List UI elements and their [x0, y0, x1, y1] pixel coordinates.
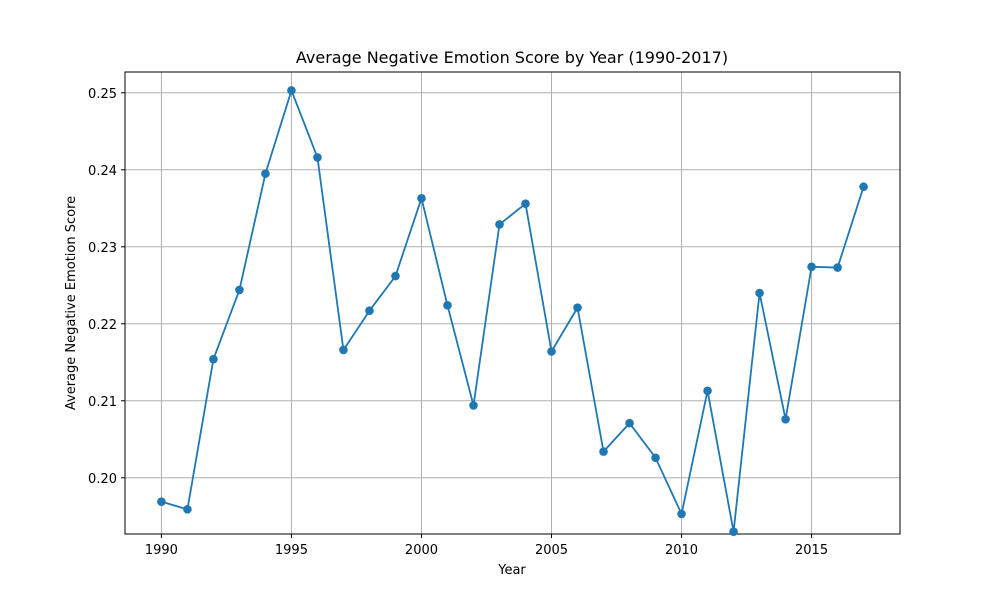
data-point: [625, 418, 634, 428]
data-point: [313, 153, 322, 162]
y-tick-label: 0.25: [88, 87, 117, 102]
y-tick-label: 0.23: [88, 241, 117, 256]
y-tick-label: 0.20: [88, 472, 117, 487]
x-tick-label: 1995: [275, 543, 308, 558]
data-point: [573, 303, 582, 312]
data-point: [807, 262, 816, 272]
data-point: [209, 354, 218, 364]
x-tick-label: 1990: [145, 543, 178, 558]
y-tick-label: 0.22: [88, 318, 117, 333]
data-point: [677, 509, 686, 519]
data-point: [781, 414, 790, 424]
x-tick-label: 2015: [795, 543, 828, 558]
data-point: [547, 347, 556, 356]
data-point: [469, 401, 478, 410]
data-point: [365, 306, 374, 316]
axis-ticks: 1990 1995 2000 2005 2010 2015 0.20 0.21 0.22 0.23…: [88, 87, 828, 558]
x-axis-title: Year: [497, 563, 526, 578]
x-tick-label: 2000: [405, 543, 438, 558]
plot-area-frame: [124, 71, 901, 535]
x-tick-label: 2010: [665, 543, 698, 558]
data-point: [417, 193, 426, 203]
series-layer: [157, 86, 868, 536]
data-point: [261, 169, 270, 178]
y-tick-label: 0.21: [88, 395, 117, 410]
x-tick-label: 2005: [535, 543, 568, 558]
grid-lines: [125, 72, 900, 534]
data-point: [391, 271, 400, 281]
data-point: [859, 182, 868, 192]
data-point: [235, 285, 244, 295]
data-point: [157, 497, 166, 506]
data-point: [339, 345, 348, 355]
y-axis-title: Average Negative Emotion Score: [64, 196, 79, 410]
data-point: [833, 263, 842, 272]
data-point: [495, 220, 504, 229]
chart-title: Average Negative Emotion Score by Year (…: [296, 48, 728, 67]
data-point: [755, 288, 764, 298]
data-point: [599, 447, 608, 456]
data-point: [521, 199, 530, 208]
data-point: [183, 505, 192, 514]
series-line: [161, 89, 865, 533]
data-point: [703, 386, 712, 396]
data-point: [651, 453, 660, 463]
y-tick-label: 0.24: [88, 164, 117, 179]
data-point: [443, 301, 452, 310]
data-point: [729, 527, 738, 536]
data-point: [287, 86, 296, 95]
